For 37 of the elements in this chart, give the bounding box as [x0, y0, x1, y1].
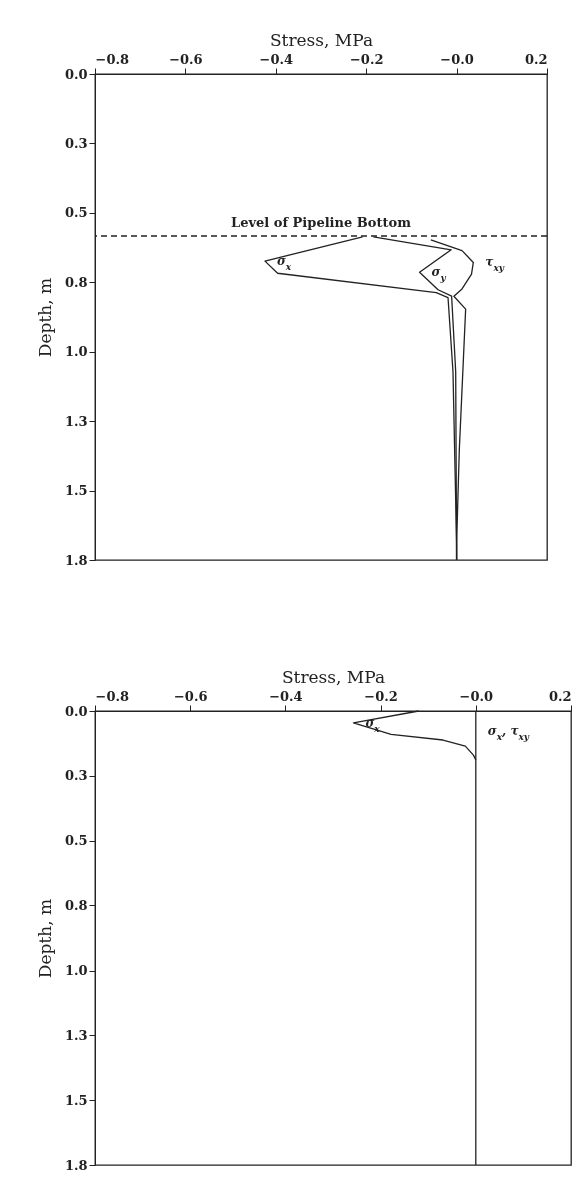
x-tick-label: −0.8 [95, 51, 130, 67]
y-tick-label: 0.5 [64, 205, 88, 221]
y-tick-label: 0.0 [64, 703, 88, 719]
x-tick-label: −0.6 [169, 51, 203, 67]
x-axis-title: Stress, MPa [281, 666, 386, 687]
y-tick-label: 1.8 [64, 1157, 88, 1173]
y-tick-label: 1.5 [64, 1092, 88, 1108]
y-axis-title: Depth, m [34, 277, 55, 358]
x-tick-label: 0.2 [548, 688, 572, 704]
y-tick-label: 0.5 [64, 833, 88, 849]
y-tick-label: 1.8 [64, 552, 88, 568]
series-label: τ$_{xy}$ [485, 255, 505, 274]
y-tick-label: 1.5 [64, 483, 88, 499]
x-tick-label: −0.2 [364, 688, 398, 704]
x-tick-label: 0.2 [524, 51, 548, 67]
x-tick-label: −0.6 [173, 688, 208, 704]
x-tick-label: −0.4 [259, 51, 294, 67]
y-tick-label: 1.3 [64, 413, 88, 429]
series-label: σ$_{x}$ [276, 254, 292, 273]
ref-line-label: Level of Pipeline Bottom [231, 215, 412, 230]
x-tick-label: −0.0 [440, 51, 474, 67]
x-tick-label: −0.8 [95, 688, 130, 704]
y-tick-label: 0.8 [64, 897, 88, 913]
y-tick-label: 1.0 [64, 963, 88, 979]
y-tick-label: 1.3 [64, 1027, 88, 1043]
series-label: σ$_{y}$ [431, 265, 447, 284]
x-tick-label: −0.2 [349, 51, 384, 67]
series-label: σ$_{x}$, τ$_{xy}$ [487, 724, 530, 743]
x-tick-label: −0.0 [459, 688, 494, 704]
y-tick-label: 1.0 [64, 344, 88, 360]
y-tick-label: 0.8 [64, 274, 88, 290]
x-axis-title: Stress, MPa [269, 29, 374, 50]
y-axis-title: Depth, m [34, 898, 55, 979]
y-tick-label: 0.0 [64, 66, 88, 82]
x-tick-label: −0.4 [269, 688, 303, 704]
y-tick-label: 0.3 [64, 135, 88, 151]
y-tick-label: 0.3 [64, 768, 88, 784]
